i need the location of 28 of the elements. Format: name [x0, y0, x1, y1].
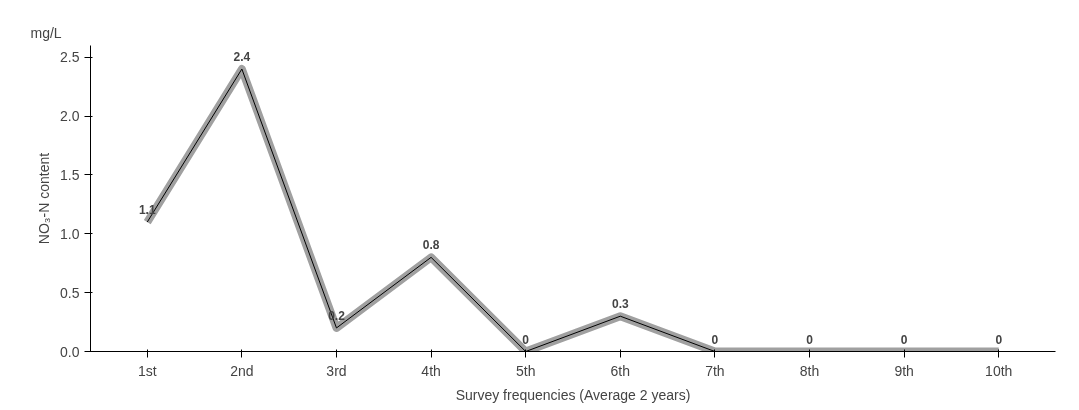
x-axis-title: Survey frequencies (Average 2 years) — [455, 386, 691, 403]
y-axis-title: NO₃-N content — [36, 152, 53, 245]
data-label: 0.2 — [328, 308, 346, 323]
x-tick-label: 3rd — [326, 362, 347, 379]
y-tick-label: 1.0 — [60, 225, 80, 242]
x-tick-label: 7th — [705, 362, 725, 379]
y-tick-label: 2.5 — [60, 49, 80, 66]
x-tick-label: 6th — [610, 362, 631, 379]
data-label: 0 — [806, 332, 814, 347]
data-label: 0.3 — [611, 297, 629, 312]
x-tick-label: 9th — [894, 362, 914, 379]
y-tick-label: 2.0 — [60, 108, 80, 125]
data-label: 0 — [995, 332, 1003, 347]
x-tick-label: 8th — [799, 362, 820, 379]
data-label: 2.4 — [233, 50, 251, 65]
data-label: 0 — [900, 332, 908, 347]
x-tick-label: 4th — [421, 362, 441, 379]
data-label: 0 — [711, 332, 719, 347]
y-tick-label: 0.0 — [60, 343, 80, 360]
x-tick-label: 1st — [137, 362, 157, 379]
y-tick-label: 1.5 — [60, 166, 80, 183]
x-tick-label: 5th — [515, 362, 536, 379]
x-tick-label: 10th — [985, 362, 1013, 379]
data-label: 0.8 — [422, 238, 440, 253]
y-tick-label: 0.5 — [60, 284, 80, 301]
data-label: 0 — [522, 332, 530, 347]
text: mg/L — [30, 24, 62, 41]
x-tick-label: 2nd — [230, 362, 254, 379]
